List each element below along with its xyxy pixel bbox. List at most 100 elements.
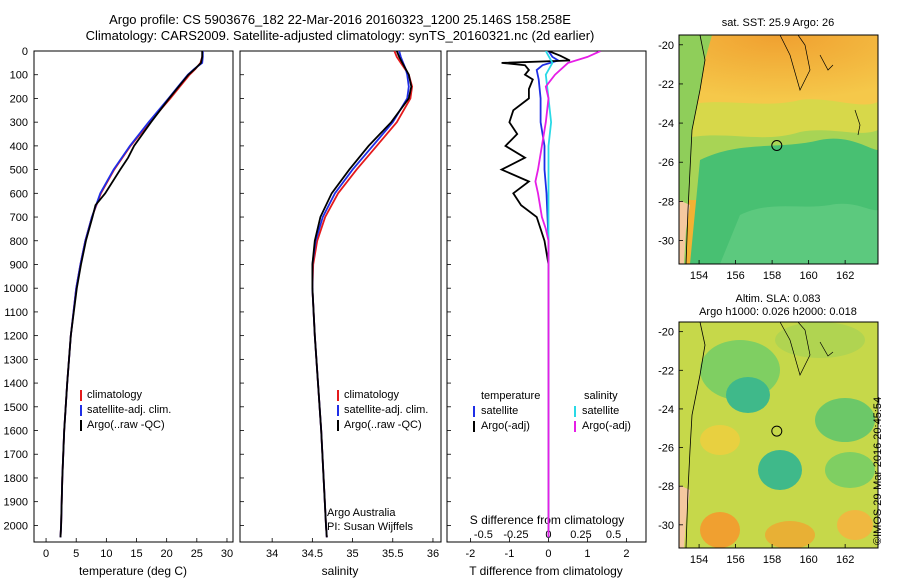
s-difference-tick-label: -0.25 <box>503 529 528 541</box>
legend-label: Argo(-adj) <box>481 420 530 432</box>
x-tick-label: 5 <box>73 548 79 560</box>
salinity-axis-label: salinity <box>322 564 359 578</box>
depth-tick-label: 700 <box>10 212 28 224</box>
map-x-tick-label: 160 <box>799 270 817 282</box>
legend-label: temperature <box>481 390 540 402</box>
sst-map-frame <box>678 34 879 265</box>
x-tick-label: 30 <box>221 548 233 560</box>
x-tick-label: 35.5 <box>382 548 403 560</box>
depth-tick-label: 500 <box>10 165 28 177</box>
argo-australia-label: Argo Australia <box>327 507 396 519</box>
map-y-tick-label: -20 <box>658 40 674 52</box>
x-tick-label: 10 <box>100 548 112 560</box>
s-difference-tick-label: -0.5 <box>474 529 493 541</box>
depth-tick-label: 0 <box>22 46 28 58</box>
depth-tick-label: 1400 <box>4 378 28 390</box>
figure-title: Argo profile: CS 5903676_182 22-Mar-2016… <box>109 12 571 27</box>
legend-label: climatology <box>344 389 400 401</box>
sst-map-title: sat. SST: 25.9 Argo: 26 <box>722 17 835 29</box>
map-y-tick-label: -26 <box>658 157 674 169</box>
salinity-argo-line <box>311 51 413 538</box>
map-y-tick-label: -28 <box>658 481 674 493</box>
salinity-panel-frame <box>239 50 442 543</box>
x-tick-label: 20 <box>161 548 173 560</box>
depth-tick-label: 1700 <box>4 449 28 461</box>
x-tick-label: 0 <box>545 548 551 560</box>
depth-tick-label: 800 <box>10 236 28 248</box>
legend-label: salinity <box>584 390 618 402</box>
s-difference-axis-label: S difference from climatology <box>470 513 625 527</box>
salinity-climatology-line <box>311 51 414 538</box>
temperature-panel-frame <box>33 50 234 543</box>
legend-label: Argo(..raw -QC) <box>87 419 165 431</box>
temperature-climatology-line <box>59 51 204 538</box>
depth-tick-label: 2000 <box>4 520 28 532</box>
depth-tick-label: 900 <box>10 259 28 271</box>
legend-label: Argo(-adj) <box>582 420 631 432</box>
x-tick-label: 34.5 <box>302 548 323 560</box>
figure-subtitle: Climatology: CARS2009. Satellite-adjuste… <box>85 28 595 43</box>
x-tick-label: -2 <box>466 548 476 560</box>
map-y-tick-label: -30 <box>658 520 674 532</box>
legend-label: satellite <box>582 405 619 417</box>
legend-label: climatology <box>87 389 143 401</box>
map-y-tick-label: -28 <box>658 196 674 208</box>
x-tick-label: 25 <box>191 548 203 560</box>
depth-tick-label: 1300 <box>4 354 28 366</box>
sla-map-title: Altim. SLA: 0.083 <box>736 293 821 305</box>
map-y-tick-label: -26 <box>658 443 674 455</box>
map-x-tick-label: 156 <box>726 554 744 566</box>
depth-tick-label: 1900 <box>4 497 28 509</box>
s-difference-tick-label: 0.25 <box>570 529 591 541</box>
x-tick-label: 1 <box>584 548 590 560</box>
depth-tick-label: 1800 <box>4 473 28 485</box>
legend-label: satellite-adj. clim. <box>87 404 171 416</box>
map-y-tick-label: -24 <box>658 404 674 416</box>
sla-map-subtitle: Argo h1000: 0.026 h2000: 0.018 <box>699 306 857 318</box>
difference-panel-frame <box>446 50 647 543</box>
sst-map <box>679 35 878 264</box>
map-x-tick-label: 154 <box>690 554 708 566</box>
x-tick-label: 2 <box>623 548 629 560</box>
depth-tick-label: 1200 <box>4 331 28 343</box>
legend-label: satellite <box>481 405 518 417</box>
temperature-satellite-line <box>59 51 204 538</box>
t-diff-argo-line <box>499 51 571 538</box>
depth-tick-label: 300 <box>10 117 28 129</box>
map-x-tick-label: 162 <box>836 554 854 566</box>
depth-tick-label: 200 <box>10 93 28 105</box>
map-y-tick-label: -20 <box>658 327 674 339</box>
x-tick-label: 15 <box>130 548 142 560</box>
legend-label: Argo(..raw -QC) <box>344 419 422 431</box>
depth-tick-label: 1600 <box>4 426 28 438</box>
map-y-tick-label: -22 <box>658 365 674 377</box>
map-y-tick-label: -24 <box>658 118 674 130</box>
temperature-axis-label: temperature (deg C) <box>79 564 187 578</box>
t-difference-axis-label: T difference from climatology <box>469 564 623 578</box>
sla-map-frame <box>678 321 879 549</box>
s-difference-tick-label: 0.5 <box>606 529 621 541</box>
depth-tick-label: 100 <box>10 70 28 82</box>
temperature-argo-line <box>59 51 204 538</box>
imos-credit: ©IMOS 29-Mar-2016 20:45:54 <box>872 396 884 545</box>
x-tick-label: -1 <box>505 548 515 560</box>
map-y-tick-label: -22 <box>658 79 674 91</box>
map-x-tick-label: 158 <box>763 270 781 282</box>
sst-argo-marker <box>771 140 783 151</box>
depth-tick-label: 400 <box>10 141 28 153</box>
s-diff-argo-line <box>534 51 601 538</box>
depth-tick-label: 600 <box>10 188 28 200</box>
map-x-tick-label: 158 <box>763 554 781 566</box>
map-x-tick-label: 156 <box>726 270 744 282</box>
map-x-tick-label: 162 <box>836 270 854 282</box>
x-tick-label: 35 <box>346 548 358 560</box>
legend-label: satellite-adj. clim. <box>344 404 428 416</box>
depth-tick-label: 1000 <box>4 283 28 295</box>
map-x-tick-label: 154 <box>690 270 708 282</box>
x-tick-label: 36 <box>427 548 439 560</box>
map-x-tick-label: 160 <box>799 554 817 566</box>
x-tick-label: 0 <box>43 548 49 560</box>
depth-tick-label: 1500 <box>4 402 28 414</box>
